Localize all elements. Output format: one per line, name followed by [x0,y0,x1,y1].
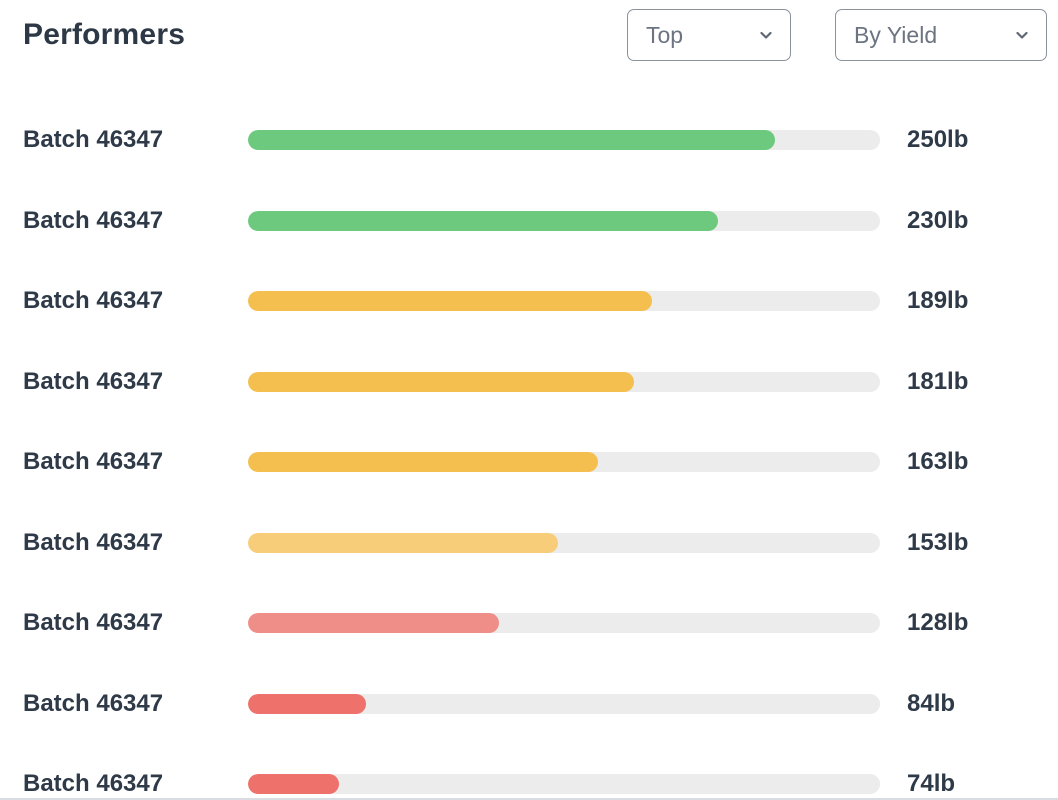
batch-name: Batch 46347 [23,287,164,314]
batch-name: Batch 46347 [23,528,164,556]
yield-bar-fill [248,291,653,311]
yield-bar-track [248,774,880,794]
yield-bar-fill [248,693,366,714]
yield-bar-track [248,613,880,633]
list-item[interactable]: Batch 46347 189lb [0,261,1058,342]
yield-bar-track [248,291,880,311]
yield-value: 84lb [907,689,956,717]
batch-name: Batch 46347 [23,689,164,717]
yield-value: 163lb [907,448,969,475]
yield-bar-track [248,210,880,231]
yield-bar-fill [248,452,598,472]
yield-bar-track [248,130,880,150]
metric-filter-dropdown[interactable]: By Yield [835,9,1047,61]
list-item[interactable]: Batch 46347 230lb [0,181,1058,262]
yield-value: 74lb [907,770,956,797]
rank-filter-value: Top [646,21,684,48]
batch-name: Batch 46347 [23,609,164,636]
rank-filter-dropdown[interactable]: Top [627,9,791,61]
yield-bar-fill [248,532,558,553]
divider [0,798,1058,800]
yield-bar-track [248,532,880,553]
yield-bar-fill [248,210,718,231]
list-item[interactable]: Batch 46347 163lb [0,422,1058,503]
list-item[interactable]: Batch 46347 250lb [0,100,1058,181]
yield-value: 230lb [907,206,969,234]
yield-value: 153lb [907,528,969,556]
yield-bar-track [248,693,880,714]
yield-value: 189lb [907,287,969,314]
batch-name: Batch 46347 [23,126,164,153]
yield-value: 181lb [907,367,969,395]
chevron-down-icon [1016,31,1028,39]
chevron-down-icon [760,31,772,39]
yield-bar-fill [248,130,775,150]
panel-title: Performers [23,18,186,51]
yield-bar-fill [248,613,499,633]
list-item[interactable]: Batch 46347 74lb [0,744,1058,800]
batch-name: Batch 46347 [23,206,164,234]
batch-name: Batch 46347 [23,448,164,475]
yield-value: 250lb [907,126,969,153]
yield-value: 128lb [907,609,969,636]
yield-bar-track [248,452,880,472]
yield-bar-fill [248,774,339,794]
list-item[interactable]: Batch 46347 153lb [0,503,1058,584]
batch-name: Batch 46347 [23,770,164,797]
yield-bar-track [248,371,880,392]
list-item[interactable]: Batch 46347 84lb [0,664,1058,745]
list-item[interactable]: Batch 46347 128lb [0,583,1058,664]
yield-bar-fill [248,371,634,392]
batch-name: Batch 46347 [23,367,164,395]
list-item[interactable]: Batch 46347 181lb [0,342,1058,423]
metric-filter-value: By Yield [854,21,938,48]
performers-list: Batch 46347 250lb Batch 46347 230lb Batc… [0,100,1058,800]
